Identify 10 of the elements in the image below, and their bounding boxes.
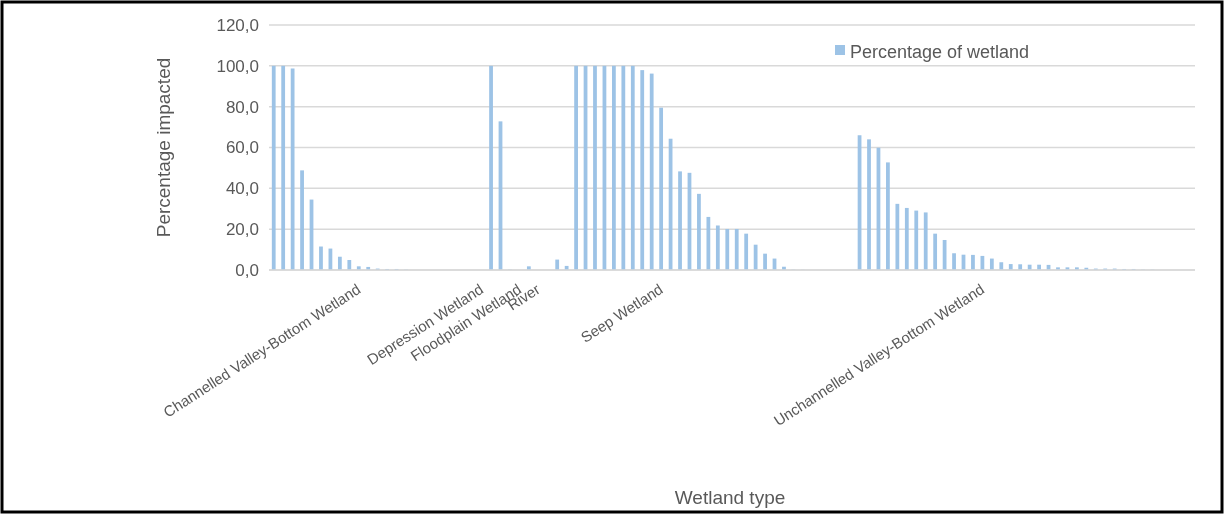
y-tick-label: 100,0 [216, 56, 259, 76]
y-tick-label: 60,0 [225, 138, 259, 158]
y-tick-label: 0,0 [235, 260, 259, 280]
legend-label: Percentage of wetland [850, 42, 1030, 63]
y-tick-label: 40,0 [225, 179, 259, 199]
x-axis-title: Wetland type [674, 487, 786, 508]
y-tick-label: 20,0 [225, 220, 259, 240]
y-tick-label: 120,0 [216, 15, 259, 35]
y-axis-title: Percentage impacted [153, 57, 174, 238]
y-tick-label: 80,0 [225, 97, 259, 117]
